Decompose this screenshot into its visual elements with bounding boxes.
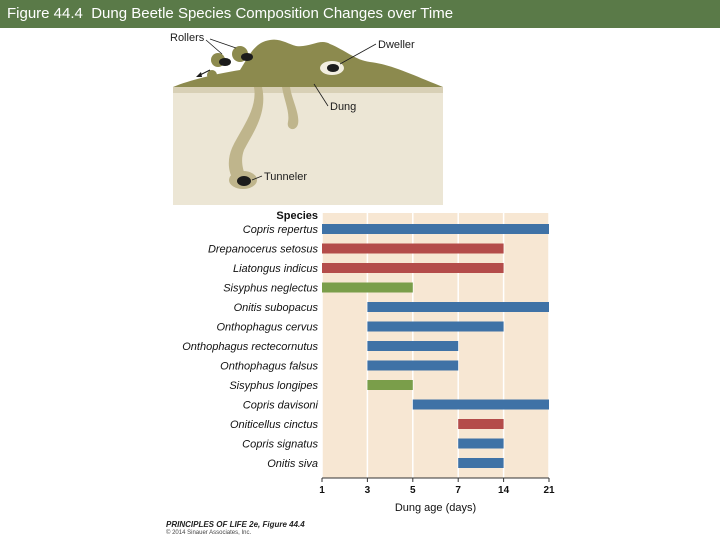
dweller-beetle-icon: [327, 64, 339, 72]
species-labels: Copris repertus Drepanocerus setosus Liato…: [182, 224, 318, 470]
dweller-label: Dweller: [378, 39, 415, 51]
bar: [458, 458, 504, 468]
rollers-leader: [205, 39, 223, 55]
bar: [458, 419, 504, 429]
species-label: Copris repertus: [243, 224, 319, 236]
species-label: Copris davisoni: [243, 400, 319, 412]
figure-title: Figure 44.4 Dung Beetle Species Composit…: [7, 5, 454, 22]
roller-arrowhead: [196, 72, 202, 77]
bar: [367, 341, 459, 351]
species-label: Onitis subopacus: [234, 302, 319, 314]
dweller-leader: [339, 43, 377, 65]
roller-ball-3: [207, 70, 217, 80]
rollers-leader-2: [209, 38, 237, 49]
y-axis-label: Species: [276, 210, 318, 222]
species-label: Drepanocerus setosus: [208, 244, 319, 256]
dung-tunnel-main: [228, 87, 264, 188]
credit-line-1: PRINCIPLES OF LIFE 2e, Figure 44.4: [166, 520, 305, 529]
tunneler-beetle-icon: [237, 176, 251, 186]
tunneler-label: Tunneler: [264, 171, 307, 183]
species-label: Onthophagus rectecornutus: [182, 341, 318, 353]
bar: [367, 321, 504, 332]
tunneler-leader: [251, 175, 263, 181]
species-label: Onthophagus cervus: [216, 322, 318, 334]
dung-tunnel-side: [282, 87, 299, 130]
species-range-chart: Copris repertus Drepanocerus setosus Liato…: [182, 210, 555, 514]
bar: [322, 224, 549, 234]
species-label: Oniticellus cinctus: [230, 419, 319, 431]
bar: [322, 243, 504, 254]
x-tick-label: 3: [365, 485, 371, 496]
bar: [322, 263, 504, 273]
soil-surface: [173, 87, 443, 93]
bar: [458, 438, 504, 449]
bars: [322, 224, 549, 468]
x-axis-ticks: 1 3 5 7 14 21: [319, 478, 555, 496]
roller-beetle-icon-1: [219, 58, 231, 66]
species-label: Liatongus indicus: [233, 263, 319, 275]
species-label: Sisyphus neglectus: [223, 283, 318, 295]
x-tick-label: 21: [543, 485, 555, 496]
dung-leader: [313, 83, 329, 107]
credit-line-2: © 2014 Sinauer Associates, Inc.: [166, 530, 252, 536]
dung-label: Dung: [330, 101, 356, 113]
x-tick-label: 5: [410, 485, 416, 496]
bar: [367, 302, 549, 312]
species-label: Sisyphus longipes: [229, 380, 318, 392]
beetle-habitat-diagram: Rollers Dweller Dung Tunneler: [170, 32, 443, 205]
species-label: Copris signatus: [242, 439, 318, 451]
dung-pat: [173, 39, 443, 87]
soil: [173, 87, 443, 205]
bar: [367, 360, 459, 371]
species-label: Onthophagus falsus: [220, 361, 318, 373]
rollers-label: Rollers: [170, 32, 205, 44]
title-bar: Figure 44.4 Dung Beetle Species Composit…: [0, 0, 720, 28]
bar: [412, 399, 549, 410]
x-tick-label: 1: [319, 485, 325, 496]
bar: [322, 282, 413, 293]
bar: [367, 380, 413, 390]
roller-beetle-icon-2: [241, 53, 253, 61]
species-label: Onitis siva: [267, 458, 318, 470]
x-axis-label: Dung age (days): [395, 502, 476, 514]
x-tick-label: 7: [455, 485, 461, 496]
x-tick-label: 14: [498, 485, 510, 496]
